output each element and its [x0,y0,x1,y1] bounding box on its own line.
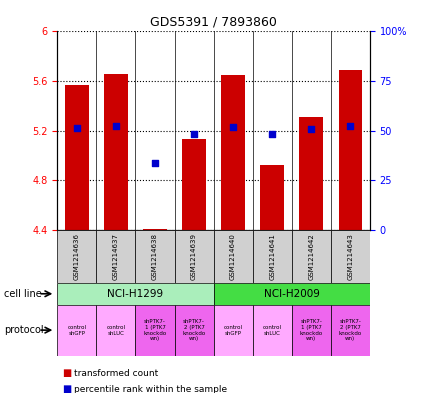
Text: GSM1214637: GSM1214637 [113,233,119,280]
Bar [213,230,252,283]
Text: GSM1214642: GSM1214642 [308,233,314,280]
Text: shPTK7-
1 (PTK7
knockdo
wn): shPTK7- 1 (PTK7 knockdo wn) [300,319,323,341]
Bar [213,305,252,356]
Bar [292,230,331,283]
Text: NCI-H2009: NCI-H2009 [264,289,320,299]
Bar [182,140,206,230]
Bar [252,230,292,283]
Bar [57,230,96,283]
Bar [104,73,128,230]
Bar [300,117,323,230]
Text: control
shLUC: control shLUC [106,325,125,336]
Bar [143,229,167,230]
Bar [252,305,292,356]
Bar [338,70,362,230]
Point [269,131,275,138]
Bar [331,230,370,283]
Text: control
shLUC: control shLUC [263,325,282,336]
Text: protocol: protocol [4,325,44,335]
Text: shPTK7-
1 (PTK7
knockdo
wn): shPTK7- 1 (PTK7 knockdo wn) [143,319,167,341]
Point [191,131,198,138]
Point [113,123,119,129]
Point [152,160,159,166]
Text: GSM1214636: GSM1214636 [74,233,80,280]
Title: GDS5391 / 7893860: GDS5391 / 7893860 [150,16,277,29]
Text: NCI-H1299: NCI-H1299 [108,289,164,299]
Text: GSM1214641: GSM1214641 [269,233,275,280]
Point [74,125,80,131]
Point [308,126,314,132]
Bar [331,305,370,356]
Bar [57,305,96,356]
Bar [65,85,88,230]
Bar [292,305,331,356]
Text: GSM1214640: GSM1214640 [230,233,236,280]
Text: ■: ■ [62,368,71,378]
Bar [57,283,213,305]
Text: control
shGFP: control shGFP [68,325,86,336]
Text: shPTK7-
2 (PTK7
knockdo
wn): shPTK7- 2 (PTK7 knockdo wn) [182,319,206,341]
Bar [136,230,175,283]
Text: GSM1214638: GSM1214638 [152,233,158,280]
Text: cell line: cell line [4,289,42,299]
Text: ■: ■ [62,384,71,393]
Bar [96,230,136,283]
Point [347,123,354,129]
Bar [213,283,370,305]
Text: GSM1214639: GSM1214639 [191,233,197,280]
Bar [96,305,136,356]
Bar [175,305,213,356]
Text: GSM1214643: GSM1214643 [347,233,353,280]
Text: shPTK7-
2 (PTK7
knockdo
wn): shPTK7- 2 (PTK7 knockdo wn) [339,319,362,341]
Point [230,124,236,130]
Bar [261,165,284,230]
Bar [136,305,175,356]
Bar [221,75,245,230]
Bar [175,230,213,283]
Text: transformed count: transformed count [74,369,159,378]
Text: control
shGFP: control shGFP [224,325,243,336]
Text: percentile rank within the sample: percentile rank within the sample [74,385,227,393]
